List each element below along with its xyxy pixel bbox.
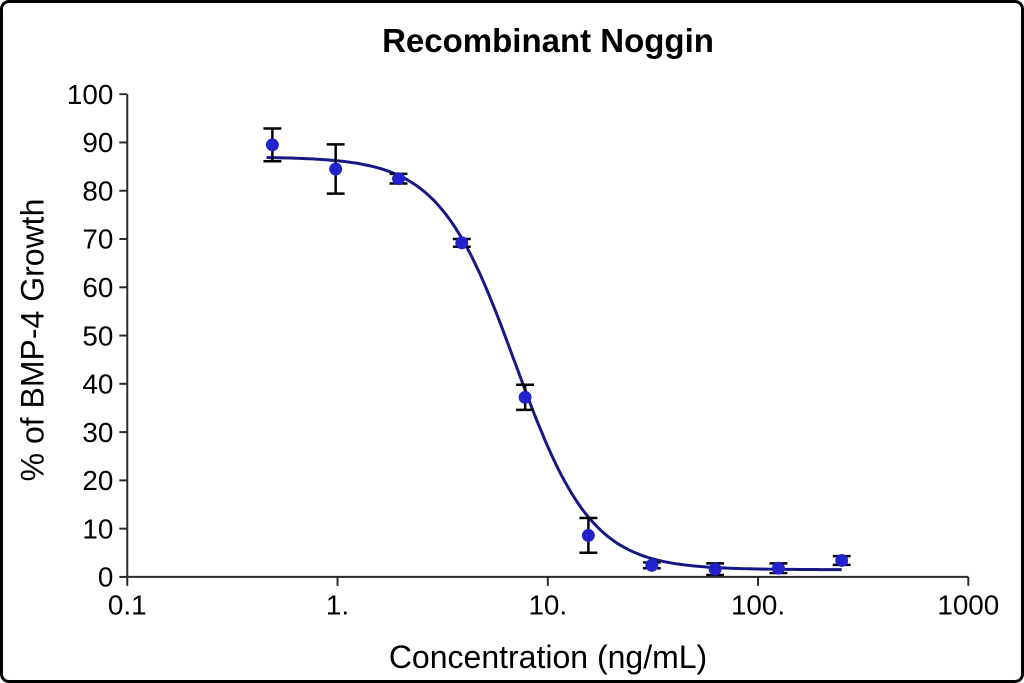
- y-tick-label: 50: [82, 320, 113, 351]
- x-tick-label: 1.: [326, 590, 349, 621]
- fit-curve: [266, 156, 842, 572]
- y-tick-label: 100: [67, 79, 113, 110]
- x-tick-label: 1000: [937, 590, 999, 621]
- data-point: [392, 172, 405, 186]
- data-point: [455, 236, 469, 250]
- y-tick-label: 30: [82, 417, 113, 448]
- data-point: [581, 528, 595, 542]
- y-axis-label: % of BMP-4 Growth: [14, 198, 51, 482]
- y-tick-label: 60: [82, 272, 113, 303]
- data-point: [708, 562, 722, 576]
- data-point: [265, 138, 279, 152]
- x-axis-label: Concentration (ng/mL): [388, 639, 708, 675]
- y-tick-label: 10: [82, 513, 113, 544]
- y-tick-label: 70: [82, 224, 113, 255]
- y-tick-label: 20: [82, 465, 113, 496]
- y-tick-label: 90: [82, 127, 113, 158]
- chart-plot-area: 0.1 1. 10. 100. 1000 0 10 20 30 40 50 60 70 80 90 100: [67, 79, 999, 621]
- data-point: [518, 390, 532, 404]
- y-tick-label: 80: [82, 175, 113, 206]
- y-tick-label: 0: [98, 562, 113, 593]
- data-point: [645, 558, 659, 572]
- x-tick-label: 100.: [731, 590, 785, 621]
- data-point: [771, 561, 785, 575]
- x-tick-label: 10.: [528, 590, 567, 621]
- data-point: [835, 554, 849, 567]
- y-tick-label: 40: [82, 369, 113, 400]
- x-tick-label: 0.1: [108, 590, 147, 621]
- chart-title: Recombinant Noggin: [382, 22, 714, 59]
- data-point: [329, 162, 343, 176]
